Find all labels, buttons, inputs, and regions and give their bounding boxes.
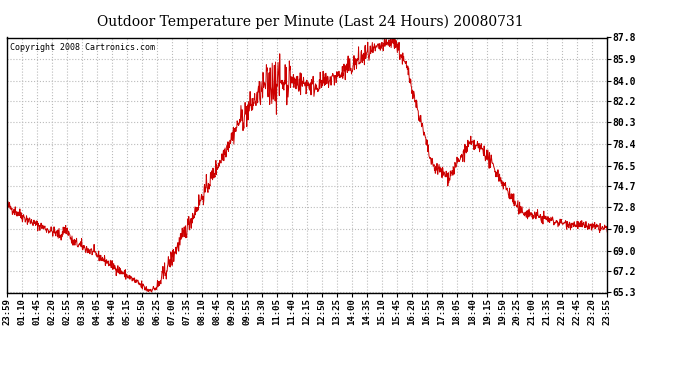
Text: Copyright 2008 Cartronics.com: Copyright 2008 Cartronics.com <box>10 43 155 52</box>
Text: Outdoor Temperature per Minute (Last 24 Hours) 20080731: Outdoor Temperature per Minute (Last 24 … <box>97 15 524 29</box>
